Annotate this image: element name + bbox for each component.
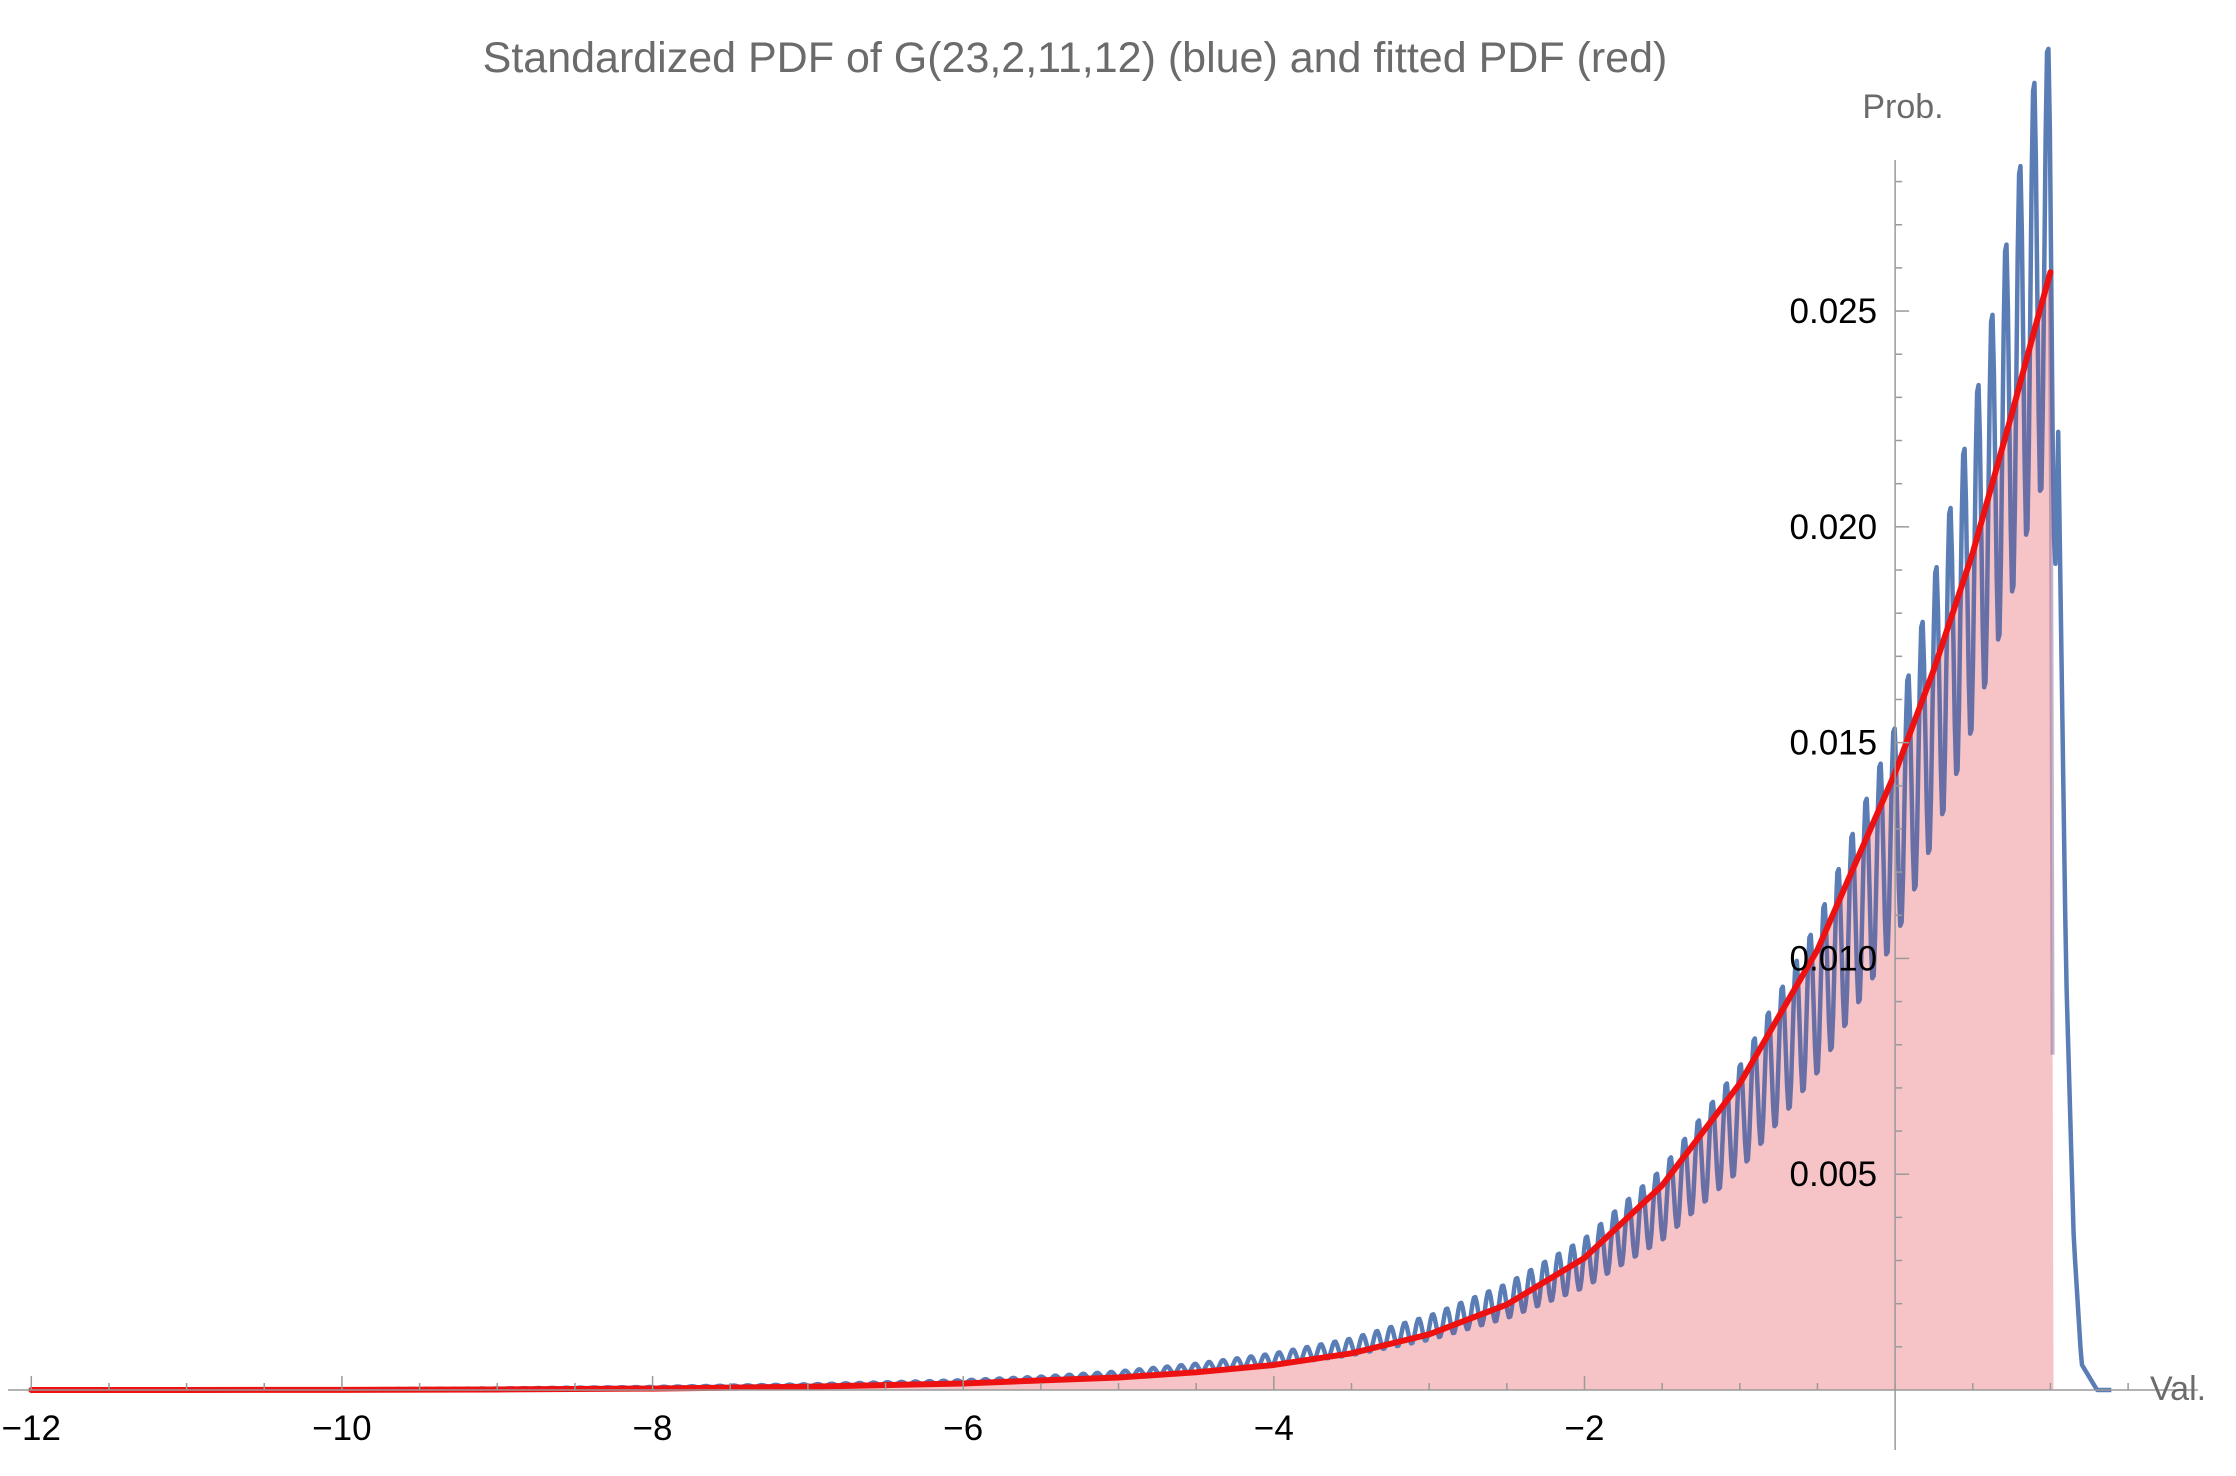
- fit-area: [31, 272, 2066, 1391]
- x-axis-label: Val.: [2150, 1370, 2206, 1408]
- y-tick-label: 0.025: [1790, 292, 1878, 331]
- y-tick-label: 0.010: [1790, 939, 1878, 978]
- y-axis-label: Prob.: [1862, 88, 1943, 126]
- y-ticks: 0.005 0.010 0.015 0.020 0.025: [1790, 292, 1910, 1194]
- x-tick-label: −6: [943, 1409, 983, 1448]
- y-tick-label: 0.020: [1790, 508, 1878, 547]
- x-tick-label: −10: [312, 1409, 371, 1448]
- x-tick-label: −4: [1254, 1409, 1294, 1448]
- chart-title: Standardized PDF of G(23,2,11,12) (blue)…: [483, 34, 1668, 82]
- x-minor-ticks: [108, 1383, 2129, 1390]
- y-minor-ticks: [1895, 180, 1903, 1348]
- series-red-line: [28, 269, 2054, 1393]
- y-tick-label: 0.015: [1790, 724, 1878, 763]
- x-tick-label: −8: [633, 1409, 673, 1448]
- x-tick-label: −2: [1565, 1409, 1605, 1448]
- x-ticks: −12 −10 −8 −6 −4 −2: [2, 1376, 1605, 1448]
- y-tick-label: 0.005: [1790, 1155, 1878, 1194]
- x-tick-label: −12: [2, 1409, 61, 1448]
